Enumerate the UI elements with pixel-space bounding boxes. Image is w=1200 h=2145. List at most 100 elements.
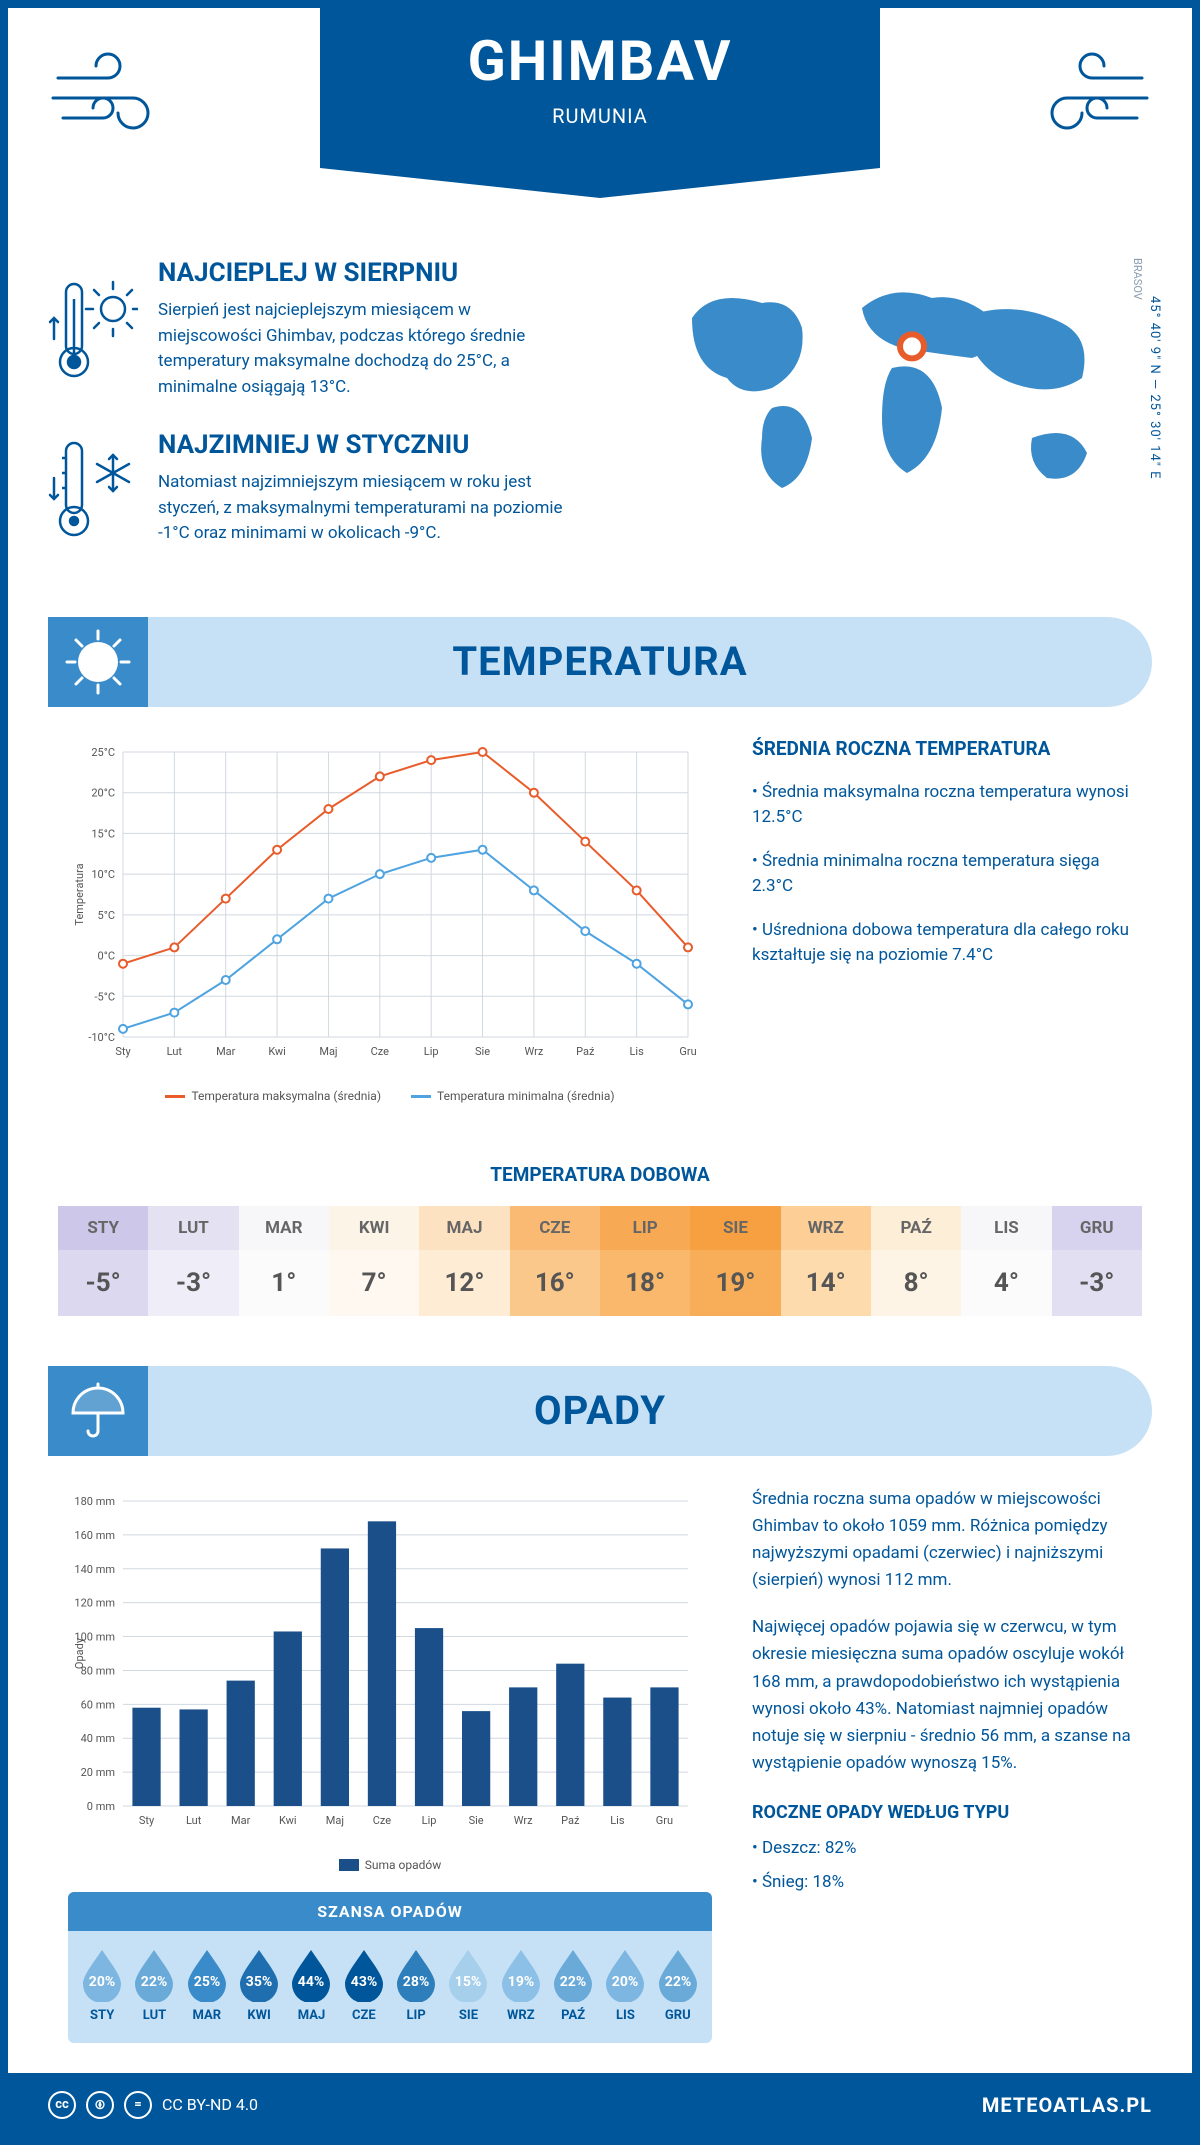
chance-drop: 25%MAR <box>183 1946 231 2023</box>
svg-text:-5°C: -5°C <box>95 990 116 1003</box>
svg-text:Sty: Sty <box>139 1814 155 1827</box>
coldest-title: NAJZIMNIEJ W STYCZNIU <box>158 430 578 460</box>
sun-icon <box>48 617 148 707</box>
nd-icon: = <box>124 2091 152 2119</box>
precipitation-heading: OPADY <box>534 1387 666 1434</box>
svg-text:19%: 19% <box>508 1974 534 1990</box>
temp-bullet: • Średnia maksymalna roczna temperatura … <box>752 780 1132 831</box>
header: GHIMBAV RUMUNIA <box>8 8 1192 228</box>
daily-cell: SIE19° <box>690 1206 780 1316</box>
hottest-text: Sierpień jest najcieplejszym miesiącem w… <box>158 298 578 400</box>
svg-text:22%: 22% <box>560 1974 586 1990</box>
svg-text:Lis: Lis <box>610 1814 625 1827</box>
svg-text:Opady: Opady <box>73 1637 86 1669</box>
chance-drop: 19%WRZ <box>497 1946 545 2023</box>
by-icon: 🅯 <box>86 2091 114 2119</box>
svg-text:Cze: Cze <box>371 1045 390 1058</box>
svg-text:Mar: Mar <box>231 1814 251 1827</box>
daily-cell: LIS4° <box>961 1206 1051 1316</box>
thermometer-sun-icon <box>48 258 138 400</box>
chance-drop: 22%LUT <box>130 1946 178 2023</box>
legend-max: Temperatura maksymalna (średnia) <box>191 1089 381 1103</box>
chance-drop: 22%GRU <box>654 1946 702 2023</box>
cc-icon: cc <box>48 2091 76 2119</box>
coordinates: 45° 40' 9" N — 25° 30' 14" E <box>1147 258 1162 518</box>
svg-text:43%: 43% <box>351 1974 377 1990</box>
svg-text:5°C: 5°C <box>98 908 115 921</box>
svg-text:20°C: 20°C <box>91 786 115 799</box>
svg-text:Lip: Lip <box>424 1045 439 1058</box>
daily-cell: PAŹ8° <box>871 1206 961 1316</box>
daily-cell: CZE16° <box>510 1206 600 1316</box>
chance-drop: 35%KWI <box>235 1946 283 2023</box>
svg-text:Maj: Maj <box>319 1045 337 1058</box>
precipitation-legend: Suma opadów <box>68 1858 712 1872</box>
svg-text:120 mm: 120 mm <box>74 1596 115 1609</box>
temperature-legend: Temperatura maksymalna (średnia) Tempera… <box>68 1089 712 1103</box>
svg-text:-10°C: -10°C <box>88 1031 115 1044</box>
svg-text:Maj: Maj <box>326 1814 344 1827</box>
hottest-title: NAJCIEPLEJ W SIERPNIU <box>158 258 578 288</box>
daily-cell: KWI7° <box>329 1206 419 1316</box>
svg-text:Gru: Gru <box>656 1814 673 1827</box>
type-bullet: • Deszcz: 82% <box>752 1835 1132 1862</box>
opady-p1: Średnia roczna suma opadów w miejscowośc… <box>752 1486 1132 1595</box>
thermometer-snow-icon <box>48 430 138 547</box>
daily-temp-title: TEMPERATURA DOBOWA <box>8 1163 1192 1186</box>
chance-drop: 15%SIE <box>444 1946 492 2023</box>
precipitation-info: Średnia roczna suma opadów w miejscowośc… <box>752 1486 1132 2043</box>
svg-text:22%: 22% <box>141 1974 167 1990</box>
daily-cell: GRU-3° <box>1052 1206 1142 1316</box>
chance-title: SZANSA OPADÓW <box>68 1892 712 1931</box>
daily-cell: STY-5° <box>58 1206 148 1316</box>
svg-text:Lut: Lut <box>186 1814 202 1827</box>
svg-text:Sie: Sie <box>469 1814 484 1827</box>
wind-icon <box>1012 48 1152 153</box>
precipitation-chart: 0 mm20 mm40 mm60 mm80 mm100 mm120 mm140 … <box>68 1486 712 1872</box>
intro-row: NAJCIEPLEJ W SIERPNIU Sierpień jest najc… <box>8 228 1192 617</box>
svg-text:Temperatura: Temperatura <box>73 863 86 925</box>
svg-text:Lut: Lut <box>167 1045 183 1058</box>
svg-text:15°C: 15°C <box>91 827 115 840</box>
svg-text:0 mm: 0 mm <box>87 1800 115 1813</box>
type-bullet: • Śnieg: 18% <box>752 1869 1132 1896</box>
daily-cell: LIP18° <box>600 1206 690 1316</box>
svg-text:Sie: Sie <box>475 1045 490 1058</box>
svg-text:0°C: 0°C <box>98 949 115 962</box>
svg-text:Wrz: Wrz <box>514 1814 533 1827</box>
chance-drop: 20%STY <box>78 1946 126 2023</box>
umbrella-icon <box>48 1366 148 1456</box>
daily-cell: LUT-3° <box>148 1206 238 1316</box>
license-text: CC BY-ND 4.0 <box>162 2095 258 2114</box>
opady-p2: Najwięcej opadów pojawia się w czerwcu, … <box>752 1614 1132 1777</box>
svg-text:22%: 22% <box>665 1974 691 1990</box>
chance-drop: 22%PAŹ <box>549 1946 597 2023</box>
chance-drop: 43%CZE <box>340 1946 388 2023</box>
daily-cell: MAJ12° <box>419 1206 509 1316</box>
daily-temp-grid: STY-5°LUT-3°MAR1°KWI7°MAJ12°CZE16°LIP18°… <box>58 1206 1142 1316</box>
svg-text:60 mm: 60 mm <box>81 1698 115 1711</box>
svg-text:Wrz: Wrz <box>524 1045 543 1058</box>
svg-text:Lis: Lis <box>629 1045 644 1058</box>
coldest-fact: NAJZIMNIEJ W STYCZNIU Natomiast najzimni… <box>48 430 602 547</box>
hottest-fact: NAJCIEPLEJ W SIERPNIU Sierpień jest najc… <box>48 258 602 400</box>
svg-text:35%: 35% <box>246 1974 272 1990</box>
svg-text:40 mm: 40 mm <box>81 1732 115 1745</box>
svg-text:25%: 25% <box>194 1974 220 1990</box>
svg-text:10°C: 10°C <box>91 868 115 881</box>
temperature-heading: TEMPERATURA <box>452 638 747 685</box>
svg-text:Paź: Paź <box>576 1045 595 1058</box>
svg-text:20 mm: 20 mm <box>81 1766 115 1779</box>
chance-drop: 20%LIS <box>601 1946 649 2023</box>
world-map <box>632 258 1152 518</box>
opady-type-heading: ROCZNE OPADY WEDŁUG TYPU <box>752 1802 1132 1823</box>
svg-text:44%: 44% <box>298 1974 324 1990</box>
coldest-text: Natomiast najzimniejszym miesiącem w rok… <box>158 470 578 547</box>
svg-text:25°C: 25°C <box>91 746 115 759</box>
title-banner: GHIMBAV RUMUNIA <box>320 8 880 168</box>
temp-info-heading: ŚREDNIA ROCZNA TEMPERATURA <box>752 737 1132 760</box>
svg-text:Sty: Sty <box>115 1045 131 1058</box>
legend-min: Temperatura minimalna (średnia) <box>437 1089 615 1103</box>
footer: cc 🅯 = CC BY-ND 4.0 METEOATLAS.PL <box>8 2073 1192 2137</box>
region-label: BRASOV <box>1131 258 1144 300</box>
